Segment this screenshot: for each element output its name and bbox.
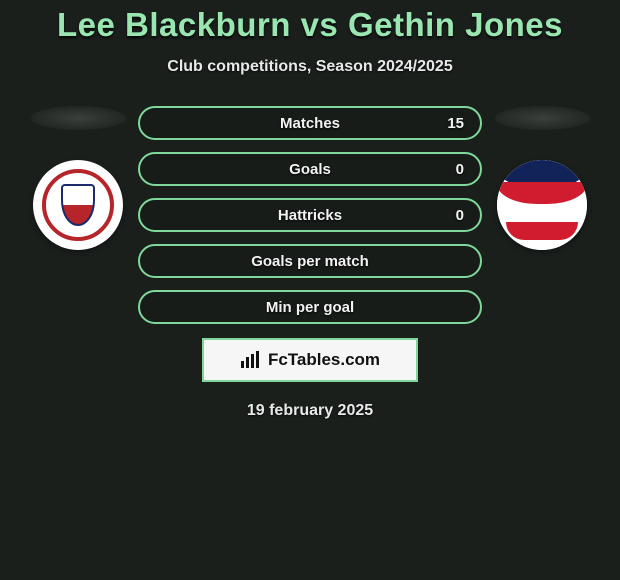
stat-row-min-per-goal: Min per goal: [138, 290, 482, 324]
stat-label: Hattricks: [278, 207, 342, 224]
infographic-container: Lee Blackburn vs Gethin Jones Club compe…: [0, 0, 620, 420]
ribbon-icon: [506, 222, 578, 240]
stat-row-goals-per-match: Goals per match: [138, 244, 482, 278]
main-row: Matches 15 Goals 0 Hattricks 0 Goals per…: [0, 106, 620, 324]
page-title: Lee Blackburn vs Gethin Jones: [57, 6, 563, 44]
left-value-ellipse: [31, 106, 126, 130]
brand-text: FcTables.com: [268, 350, 380, 370]
bolton-crest-icon: [497, 160, 587, 250]
brand-attribution[interactable]: FcTables.com: [202, 338, 418, 382]
left-club-crest: [33, 160, 123, 250]
stat-label: Min per goal: [266, 299, 354, 316]
stat-row-hattricks: Hattricks 0: [138, 198, 482, 232]
stat-right-value: 0: [456, 161, 464, 178]
date-text: 19 february 2025: [247, 402, 373, 420]
stat-label: Matches: [280, 115, 340, 132]
wave-icon: [497, 182, 587, 204]
stat-label: Goals per match: [251, 253, 369, 270]
right-value-ellipse: [495, 106, 590, 130]
left-column: [18, 106, 138, 250]
subtitle: Club competitions, Season 2024/2025: [167, 58, 452, 76]
stats-column: Matches 15 Goals 0 Hattricks 0 Goals per…: [138, 106, 482, 324]
shield-icon: [61, 184, 95, 226]
stat-right-value: 0: [456, 207, 464, 224]
crawley-crest-icon: [42, 169, 114, 241]
stat-row-goals: Goals 0: [138, 152, 482, 186]
stat-row-matches: Matches 15: [138, 106, 482, 140]
right-column: [482, 106, 602, 250]
bar-chart-icon: [240, 351, 262, 369]
right-club-crest: [497, 160, 587, 250]
stat-right-value: 15: [447, 115, 464, 132]
stat-label: Goals: [289, 161, 331, 178]
